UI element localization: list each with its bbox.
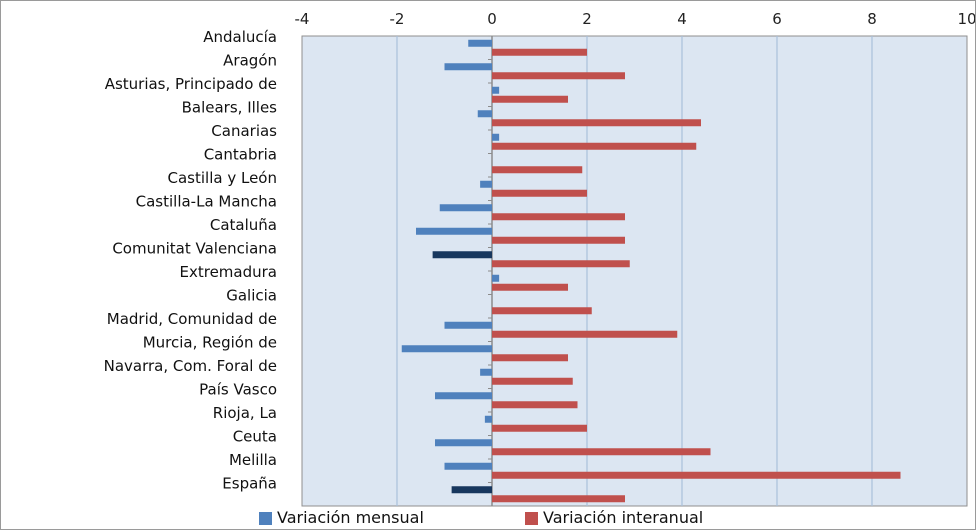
category-label: Ceuta xyxy=(233,427,277,445)
bar-variacion-mensual xyxy=(451,486,492,494)
bar-variacion-mensual xyxy=(444,63,492,71)
bar-variacion-mensual xyxy=(401,345,492,353)
x-axis-tick-labels: -4 -2 0 2 4 6 8 10 xyxy=(295,10,976,28)
plot-area xyxy=(301,35,968,507)
bar-variacion-interanual xyxy=(492,354,568,362)
category-label: Castilla y León xyxy=(168,169,277,187)
legend-swatch xyxy=(259,512,272,525)
category-label: Balears, Illes xyxy=(182,98,278,116)
category-label: Comunitat Valenciana xyxy=(112,239,277,257)
category-label: Andalucía xyxy=(203,28,277,46)
legend-label: Variación mensual xyxy=(277,508,424,527)
bar-variacion-mensual xyxy=(492,274,500,282)
legend-swatch xyxy=(525,512,538,525)
x-tick-label: -4 xyxy=(295,10,310,28)
category-label: Madrid, Comunidad de xyxy=(107,310,277,328)
bar-variacion-mensual xyxy=(432,251,492,259)
bar-variacion-mensual xyxy=(477,110,492,118)
bar-variacion-mensual xyxy=(435,392,492,400)
category-label: Canarias xyxy=(211,122,277,140)
bar-variacion-interanual xyxy=(492,95,568,103)
bar-variacion-interanual xyxy=(492,189,587,197)
x-tick-label: 8 xyxy=(867,10,877,28)
category-label: Castilla-La Mancha xyxy=(136,192,277,210)
category-label: País Vasco xyxy=(199,380,277,398)
x-tick-label: 4 xyxy=(677,10,687,28)
bar-variacion-interanual xyxy=(492,448,711,456)
bar-variacion-interanual xyxy=(492,495,625,503)
x-tick-label: -2 xyxy=(390,10,405,28)
bar-variacion-interanual xyxy=(492,48,587,56)
plot-background xyxy=(301,35,968,507)
bar-variacion-interanual xyxy=(492,401,578,409)
bar-variacion-interanual xyxy=(492,307,592,315)
x-tick-label: 6 xyxy=(772,10,782,28)
x-tick-label: 10 xyxy=(957,10,976,28)
category-label: Aragón xyxy=(223,51,277,69)
category-labels: Andalucía Aragón Asturias, Principado de Ba… xyxy=(104,28,278,493)
x-tick-label: 2 xyxy=(582,10,592,28)
bar-variacion-mensual xyxy=(468,39,492,47)
legend: Variación mensual Variación interanual xyxy=(259,508,703,527)
bar-variacion-mensual xyxy=(444,321,492,329)
bar-variacion-interanual xyxy=(492,236,625,244)
category-label: Extremadura xyxy=(180,263,278,281)
bar-variacion-interanual xyxy=(492,260,630,268)
bar-variacion-mensual xyxy=(492,86,500,94)
category-label: Galicia xyxy=(226,286,277,304)
category-label: Murcia, Región de xyxy=(143,333,277,351)
bar-variacion-interanual xyxy=(492,283,568,291)
bar-variacion-interanual xyxy=(492,142,697,150)
bar-variacion-interanual xyxy=(492,330,678,338)
category-label: Cantabria xyxy=(204,145,277,163)
category-label: Asturias, Principado de xyxy=(105,75,277,93)
category-label: Navarra, Com. Foral de xyxy=(104,357,277,375)
category-label: Melilla xyxy=(229,451,277,469)
bar-variacion-mensual xyxy=(439,204,492,212)
bar-variacion-interanual xyxy=(492,72,625,80)
bar-variacion-mensual xyxy=(480,180,492,188)
bar-variacion-mensual xyxy=(444,462,492,470)
bar-variacion-interanual xyxy=(492,119,701,127)
bar-variacion-mensual xyxy=(416,227,492,235)
legend-label: Variación interanual xyxy=(543,508,703,527)
bar-variacion-interanual xyxy=(492,166,583,174)
bar-variacion-interanual xyxy=(492,424,587,432)
bar-variacion-interanual xyxy=(492,213,625,221)
category-label: Rioja, La xyxy=(213,404,277,422)
bar-variacion-mensual xyxy=(484,415,492,423)
bar-variacion-mensual xyxy=(435,439,492,447)
category-label: Cataluña xyxy=(210,216,277,234)
x-tick-label: 0 xyxy=(487,10,497,28)
bars xyxy=(401,39,901,503)
bar-variacion-mensual xyxy=(492,133,500,141)
bar-variacion-interanual xyxy=(492,471,901,479)
bar-variacion-interanual xyxy=(492,377,573,385)
category-label: España xyxy=(222,474,277,492)
bar-variacion-mensual xyxy=(480,368,492,376)
